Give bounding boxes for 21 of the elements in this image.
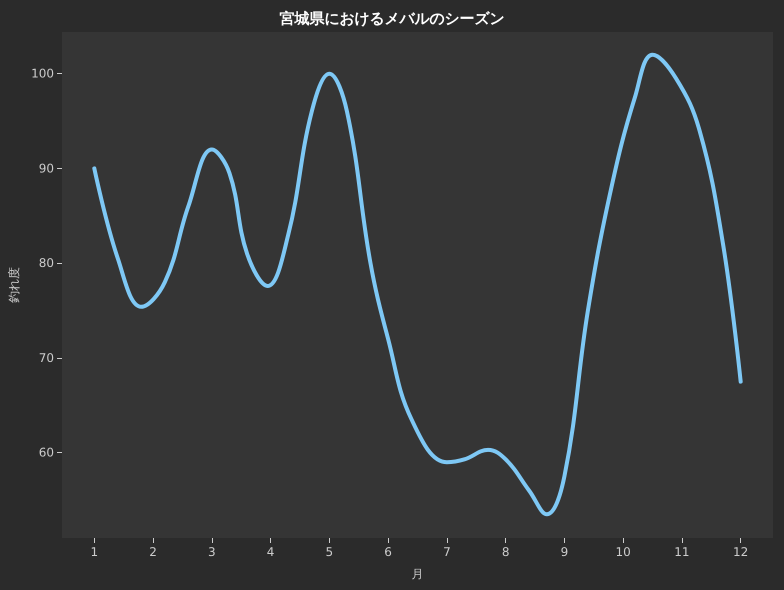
- x-tick-label: 4: [266, 545, 274, 559]
- x-tick-label: 6: [384, 545, 392, 559]
- chart-title: 宮城県におけるメバルのシーズン: [280, 10, 504, 28]
- x-tick-label: 1: [90, 545, 98, 559]
- y-tick-label: 70: [38, 350, 54, 365]
- x-tick-label: 5: [326, 545, 334, 559]
- x-tick-label: 7: [443, 545, 451, 559]
- x-tick-label: 2: [149, 545, 157, 559]
- x-tick-label: 9: [560, 545, 568, 559]
- x-axis-title: 月: [412, 567, 424, 581]
- y-axis-title: 釣れ度: [7, 267, 22, 303]
- x-tick-label: 10: [616, 545, 631, 559]
- x-tick-label: 11: [674, 545, 690, 559]
- line-series: [92, 52, 743, 516]
- y-tick-label: 90: [38, 161, 54, 176]
- y-tick-label: 80: [38, 256, 54, 270]
- x-tick-label: 12: [733, 545, 748, 559]
- y-tick-label: 60: [38, 446, 54, 460]
- y-tick-label: 100: [31, 66, 54, 81]
- x-tick-label: 8: [502, 545, 510, 559]
- x-tick-label: 3: [208, 545, 216, 559]
